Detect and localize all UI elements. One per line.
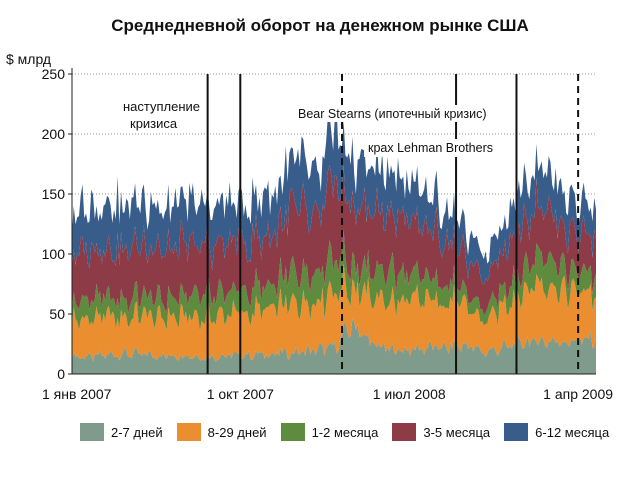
legend-item: 1-2 месяца	[280, 423, 379, 441]
x-tick-label: 1 окт 2007	[207, 386, 274, 402]
area-6-12 месяца	[72, 107, 596, 285]
y-tick-label: 250	[42, 66, 66, 82]
legend-swatch	[504, 423, 529, 441]
x-tick-label: 1 апр 2009	[543, 386, 613, 402]
y-tick-label: 0	[57, 366, 65, 382]
event-lines	[206, 74, 580, 374]
y-tick-label: 150	[42, 186, 66, 202]
legend-swatch	[280, 423, 305, 441]
annotation-bear-stearns: Bear Stearns (ипотечный кризис)	[298, 107, 487, 121]
legend-item: 2-7 дней	[80, 423, 163, 441]
annotation-bg	[364, 139, 504, 157]
legend-label: 3-5 месяца	[423, 424, 491, 440]
legend-swatch	[176, 423, 201, 441]
annotation-bg	[296, 105, 500, 122]
area-3-5 месяца	[72, 164, 596, 315]
y-tick-label: 100	[42, 246, 66, 262]
legend-item: 6-12 месяца	[504, 423, 609, 441]
axes: 0 50 100 150 200 250 1 янв 2007 1 окт 2007 1 июл…	[6, 51, 613, 402]
y-axis-label: $ млрд	[6, 51, 51, 67]
legend-label: 2-7 дней	[111, 424, 163, 440]
legend-item: 8-29 дней	[176, 423, 267, 441]
annotation-crisis-start: наступление кризиса	[123, 99, 200, 131]
area-series	[72, 107, 596, 374]
legend-label: 1-2 месяца	[311, 424, 379, 440]
y-tick-label: 50	[49, 306, 65, 322]
legend-swatch	[80, 423, 104, 441]
y-tick-label: 200	[42, 126, 66, 142]
area-8-29 дней	[72, 263, 596, 362]
legend-item: 3-5 месяца	[392, 423, 490, 441]
legend: 2-7 дней 8-29 дней 1-2 месяца 3-5 месяца 6-1…	[80, 421, 623, 443]
x-tick-label: 1 янв 2007	[42, 386, 112, 402]
annotations: наступление кризиса Bear Stearns (ипотечны…	[123, 99, 504, 157]
x-tick-label: 1 июл 2008	[373, 386, 446, 402]
annotation-lehman: крах Lehman Brothers	[368, 141, 493, 155]
legend-label: 8-29 дней	[207, 424, 267, 440]
legend-label: 6-12 месяца	[535, 424, 610, 440]
legend-swatch	[392, 423, 417, 441]
area-2-7 дней	[72, 318, 596, 374]
chart-title: Среднедневной оборот на денежном рынке С…	[111, 16, 529, 35]
area-1-2 месяца	[72, 229, 596, 332]
